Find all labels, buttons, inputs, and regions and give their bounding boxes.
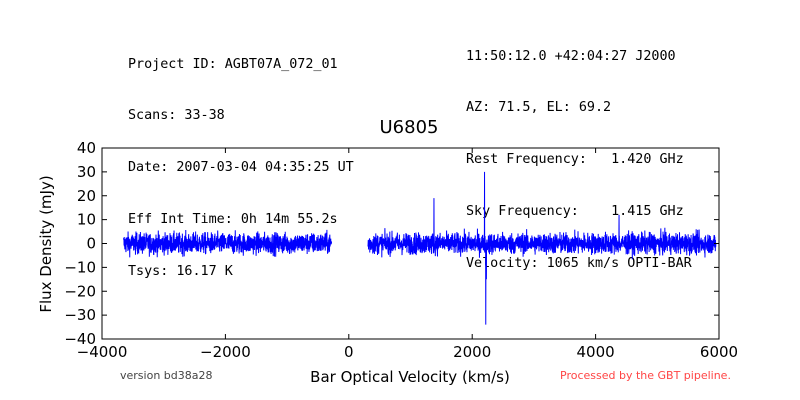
y-tick-label: 10 — [77, 211, 96, 229]
y-tick-label: 0 — [86, 235, 96, 253]
chart-title: U6805 — [380, 117, 439, 138]
y-tick-label: −30 — [64, 306, 96, 324]
y-tick-label: 30 — [77, 163, 96, 181]
x-tick-label: 2000 — [453, 343, 491, 361]
y-axis-label: Flux Density (mJy) — [37, 175, 55, 312]
x-tick-label: −2000 — [200, 343, 251, 361]
y-tick-label: −20 — [64, 282, 96, 300]
az-el-text: AZ: 71.5, EL: 69.2 — [466, 100, 612, 116]
x-axis-ticks: −4000 −2000 0 2000 4000 6000 — [77, 148, 738, 361]
header-info-right: 11:50:12.0 +42:04:27 J2000 AZ: 71.5, EL:… — [466, 13, 692, 290]
velocity-text: Velocity: 1065 km/s OPTI-BAR — [466, 256, 692, 272]
y-tick-label: 40 — [77, 139, 96, 157]
coordinates-text: 11:50:12.0 +42:04:27 J2000 — [466, 48, 676, 64]
scans-text: Scans: 33-38 — [128, 108, 225, 124]
y-tick-label: −40 — [64, 330, 96, 348]
y-tick-label: 20 — [77, 187, 96, 205]
spectrum-line-segment — [123, 229, 333, 258]
y-tick-label: −10 — [64, 258, 96, 276]
header-info-left: Project ID: AGBT07A_072_01 Scans: 33-38 … — [128, 21, 354, 298]
pipeline-note: Processed by the GBT pipeline. — [560, 369, 731, 382]
x-tick-label: 4000 — [577, 343, 615, 361]
tsys-text: Tsys: 16.17 K — [128, 264, 233, 280]
x-tick-label: −4000 — [77, 343, 128, 361]
x-tick-label: 6000 — [700, 343, 738, 361]
x-tick-label: 0 — [344, 343, 354, 361]
version-note: version bd38a28 — [120, 369, 213, 382]
spectrum-line-segment — [367, 171, 717, 325]
project-id-text: Project ID: AGBT07A_072_01 — [128, 56, 338, 72]
rest-frequency-text: Rest Frequency: 1.420 GHz — [466, 152, 684, 168]
y-axis-ticks: −40 −30 −20 −10 0 10 20 30 40 — [64, 139, 719, 348]
date-text: Date: 2007-03-04 04:35:25 UT — [128, 160, 354, 176]
spectrum-series-group — [123, 171, 717, 325]
int-time-text: Eff Int Time: 0h 14m 55.2s — [128, 212, 338, 228]
x-axis-label: Bar Optical Velocity (km/s) — [310, 368, 510, 386]
